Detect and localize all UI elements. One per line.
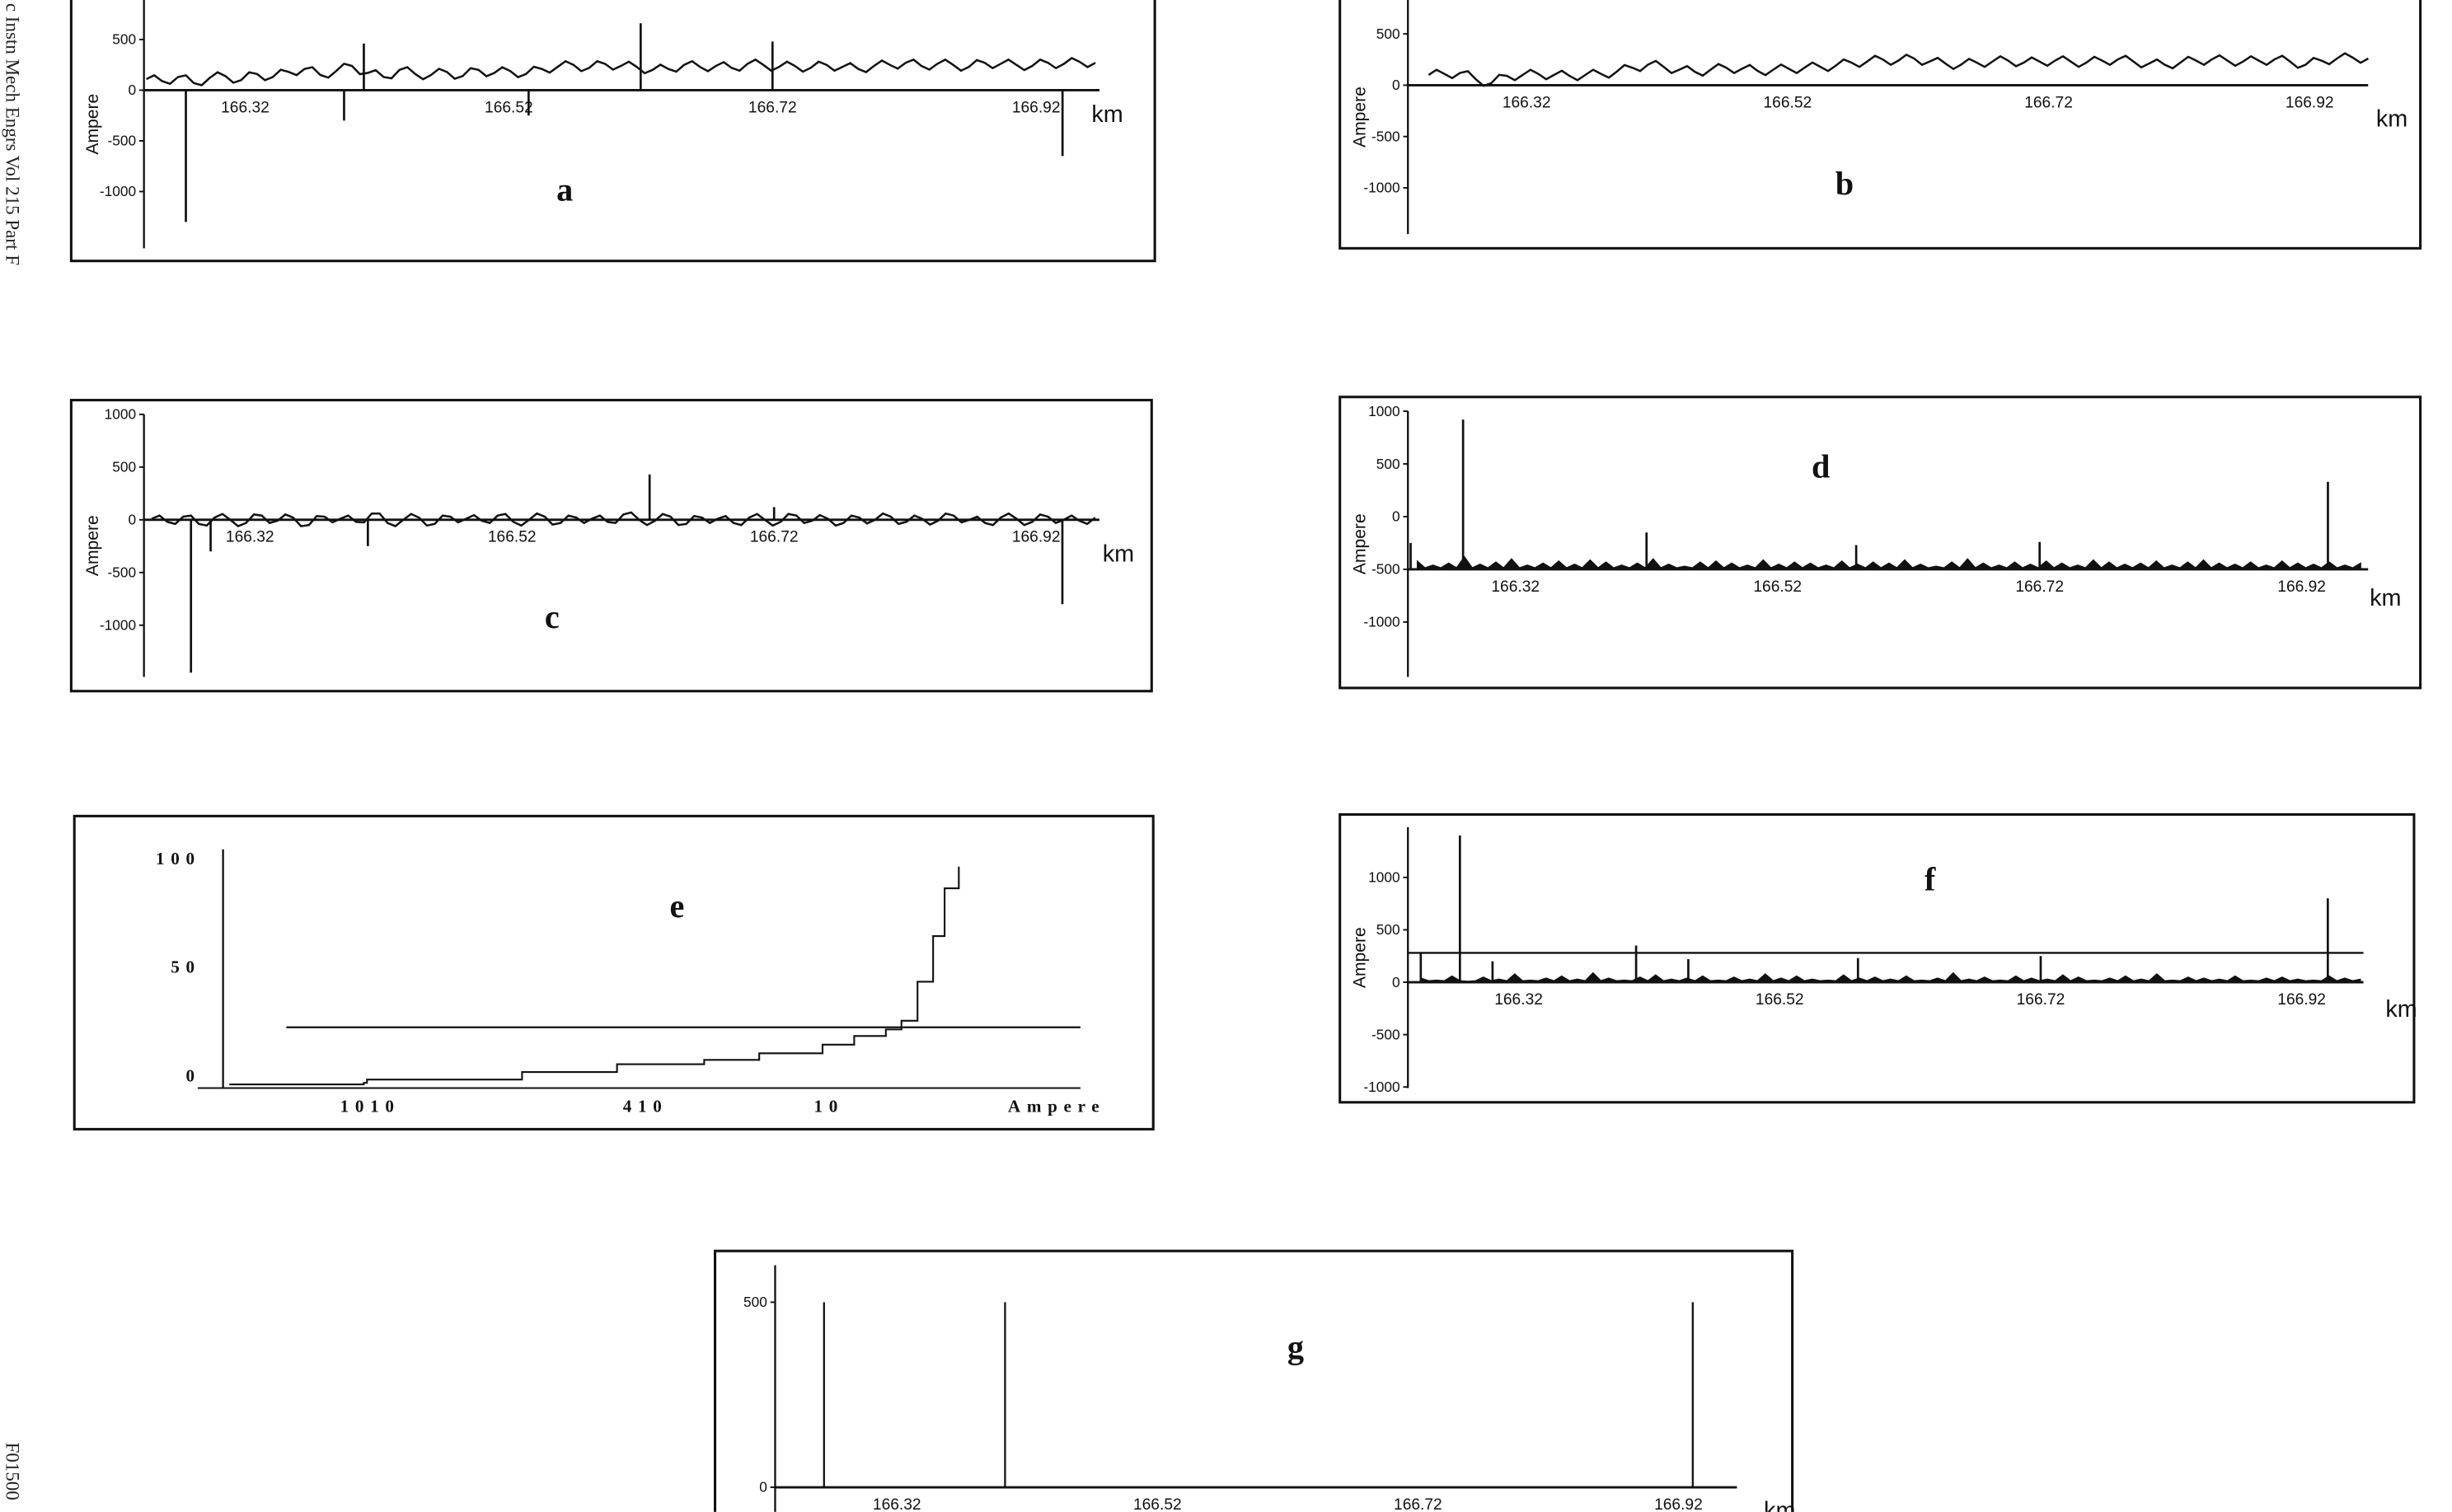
journal-margin-text: c Instn Mech Engrs Vol 215 Part F [2,3,24,265]
y-tick-label: 500 [112,459,136,475]
x-axis-unit: km [2376,106,2407,133]
y-tick-label: -500 [108,564,137,581]
y-tick-label: 0 [128,512,136,528]
y-tick-label: 0 [128,82,136,98]
x-tick-label: 1010 [340,1096,401,1116]
x-axis-unit: km [1764,1498,1795,1512]
x-axis-unit: km [2370,585,2401,611]
panel-frame [69,399,1153,693]
x-tick-label: 166.92 [1654,1496,1703,1512]
x-tick-label: 166.52 [1764,94,1812,111]
panel-label: d [1812,448,1830,485]
y-tick-label: 0 [1392,974,1400,990]
y-tick-label: 1000 [1368,869,1399,886]
y-tick-label: 500 [1376,456,1400,472]
y-tick-label: 50 [171,957,200,977]
panel-label: e [670,887,685,925]
panel-frame [73,814,1155,1130]
series-line [146,56,1096,87]
chart-panel-f: f 1000 500 0 -500 -1000 166.32 166.52 166.72 166.… [1339,812,2417,1104]
y-axis-label: Ampere [1350,87,1369,147]
x-axis-unit: km [2385,996,2417,1023]
x-tick-label: 166.52 [1133,1496,1182,1512]
x-axis-unit: km [1103,541,1134,567]
cumulative-curve [229,866,960,1086]
panel-frame [714,1249,1794,1512]
y-tick-label: 1000 [1368,403,1399,419]
y-tick-label: 0 [759,1479,767,1496]
y-axis-label: Ampere [1350,513,1369,574]
series-bars [1416,555,2361,570]
chart-panel-g: g 500 0 166.32 166.52 166.72 166.92 km [714,1249,1795,1512]
chart-panel-e: e 100 50 0 1010 410 10 Ampere [73,814,1155,1130]
x-tick-label: 166.72 [2015,578,2064,596]
y-tick-label: -500 [1371,128,1400,144]
y-tick-label: 500 [1376,921,1400,938]
x-tick-label: 166.32 [1503,94,1551,111]
x-tick-label: 166.92 [2277,578,2326,596]
y-tick-label: 500 [112,31,136,48]
series-bars [1420,971,2361,983]
x-tick-label: 10 [814,1096,844,1116]
y-tick-label: -500 [108,133,137,149]
y-tick-label: -1000 [1363,614,1399,630]
x-tick-label: 166.32 [1494,991,1543,1009]
panel-frame [1339,396,2422,690]
x-tick-label: 410 [623,1096,668,1116]
x-tick-label: 166.32 [221,99,270,116]
y-tick-label: -1000 [100,617,136,634]
x-tick-label: 166.52 [485,99,533,116]
x-tick-label: 166.32 [873,1496,921,1512]
chart-panel-a: a 500 0 -500 -1000 166.32 166.52 166.72 166.92 km… [69,0,1156,263]
chart-panel-b: b 500 0 -500 -1000 166.32 166.52 166.72 166.92 km… [1339,0,2422,250]
x-tick-label: 166.32 [226,529,274,546]
panel-label: b [1835,165,1854,202]
panel-label: g [1287,1329,1304,1366]
y-tick-label: -500 [1371,1026,1400,1042]
series-line [151,511,1096,527]
panel-frame [1339,812,2416,1104]
y-tick-label: 0 [186,1065,201,1085]
x-tick-label: 166.72 [2017,991,2065,1009]
y-tick-label: 500 [1376,26,1400,42]
y-tick-label: -1000 [1363,180,1399,196]
series-line [1428,52,2370,87]
x-tick-label: 166.32 [1491,578,1540,596]
x-tick-label: 166.52 [1753,578,1802,596]
y-tick-label: 0 [1392,508,1400,525]
x-tick-label: 166.92 [1012,99,1061,116]
chart-panel-d: d 1000 500 0 -500 -1000 166.32 166.52 166.72 166.… [1339,396,2422,690]
panel-label: a [556,171,573,208]
x-tick-label: 166.72 [2024,94,2073,111]
y-tick-label: 1000 [105,406,136,423]
x-tick-label: 166.52 [1756,991,1804,1009]
x-tick-label: 166.72 [1394,1496,1442,1512]
panel-frame [69,0,1156,263]
y-tick-label: 100 [156,849,201,868]
x-axis-unit: Ampere [1008,1096,1105,1116]
panel-frame [1339,0,2422,250]
y-tick-label: 500 [743,1294,767,1310]
x-tick-label: 166.72 [748,99,797,116]
panel-label: c [545,598,560,635]
x-tick-label: 166.52 [488,529,537,546]
y-tick-label: -1000 [1363,1079,1399,1095]
x-tick-label: 166.92 [1012,529,1061,546]
y-axis-label: Ampere [83,94,102,155]
y-axis-label: Ampere [1350,927,1369,988]
x-tick-label: 166.72 [750,529,799,546]
figure-code: F01500 [2,1442,24,1500]
x-axis-unit: km [1091,101,1123,128]
chart-panel-c: c 1000 500 0 -500 -1000 166.32 166.52 166.72 166.… [69,399,1153,693]
x-tick-label: 166.92 [2277,991,2326,1009]
x-tick-label: 166.92 [2286,94,2334,111]
y-axis-label: Ampere [83,515,102,576]
panel-label: f [1925,861,1936,898]
y-tick-label: -500 [1371,561,1400,578]
y-tick-label: 0 [1392,77,1400,93]
y-tick-label: -1000 [100,183,136,199]
